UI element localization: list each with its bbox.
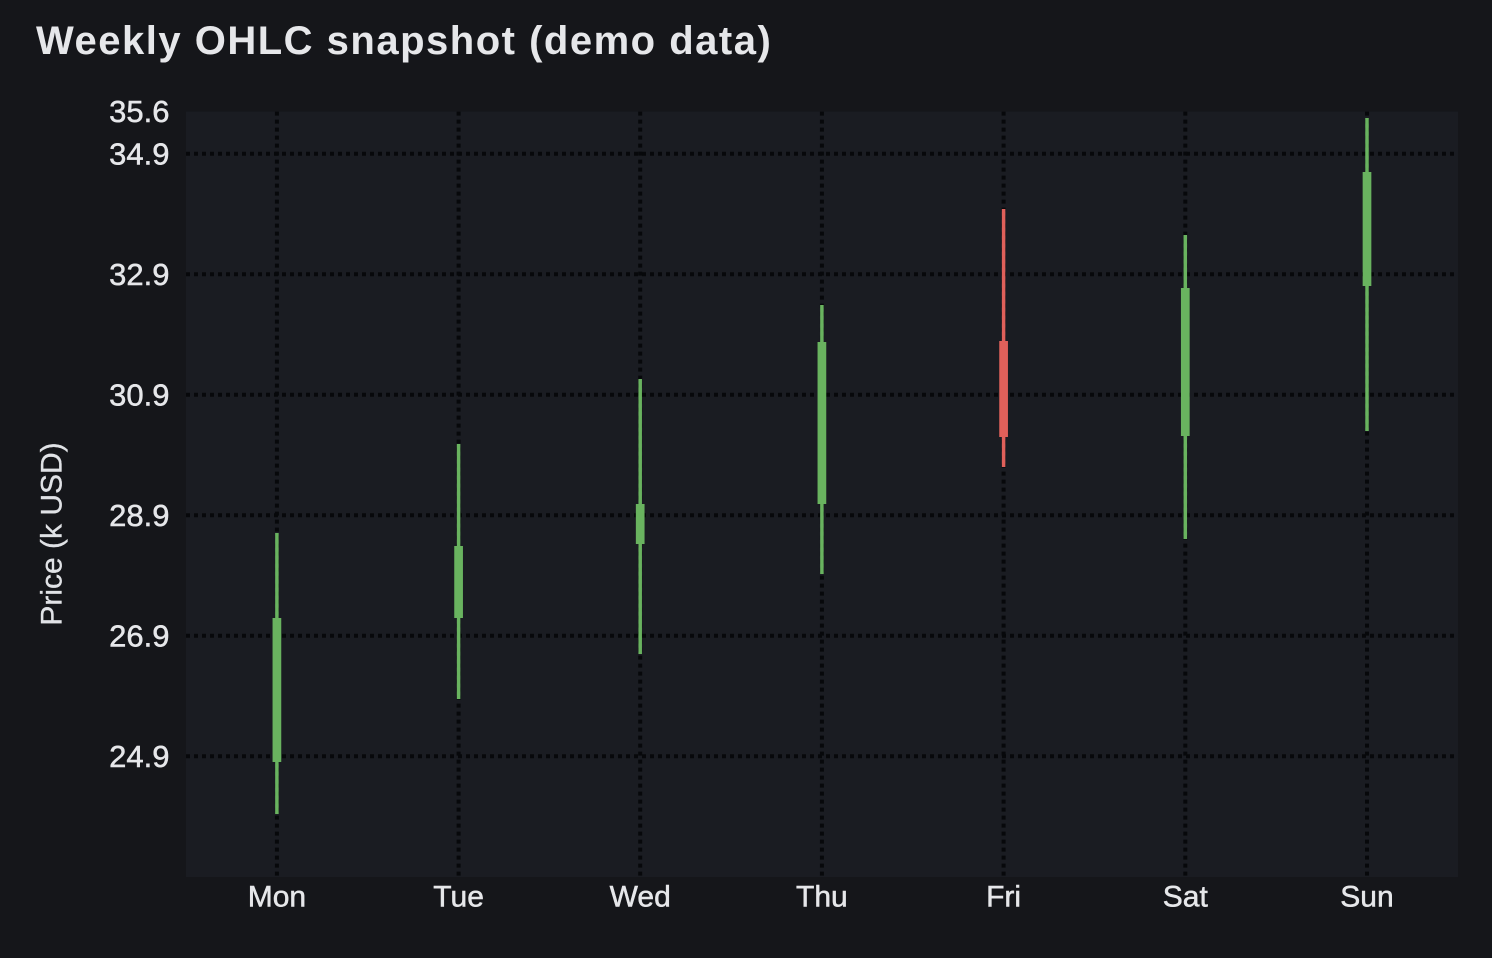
svg-text:28.9: 28.9	[109, 498, 169, 533]
svg-text:Fri: Fri	[986, 881, 1021, 914]
svg-text:Wed: Wed	[610, 881, 671, 914]
svg-text:Sat: Sat	[1163, 881, 1209, 914]
svg-text:Price (k USD): Price (k USD)	[36, 442, 69, 625]
svg-text:32.9: 32.9	[109, 257, 169, 292]
svg-text:34.9: 34.9	[109, 136, 169, 171]
svg-text:35.6: 35.6	[109, 94, 169, 129]
svg-text:24.9: 24.9	[109, 739, 169, 774]
svg-text:Tue: Tue	[433, 881, 484, 914]
svg-text:26.9: 26.9	[109, 618, 169, 653]
svg-text:Mon: Mon	[248, 881, 306, 914]
svg-text:30.9: 30.9	[109, 377, 169, 412]
svg-text:Sun: Sun	[1340, 881, 1393, 914]
svg-text:Thu: Thu	[796, 881, 848, 914]
